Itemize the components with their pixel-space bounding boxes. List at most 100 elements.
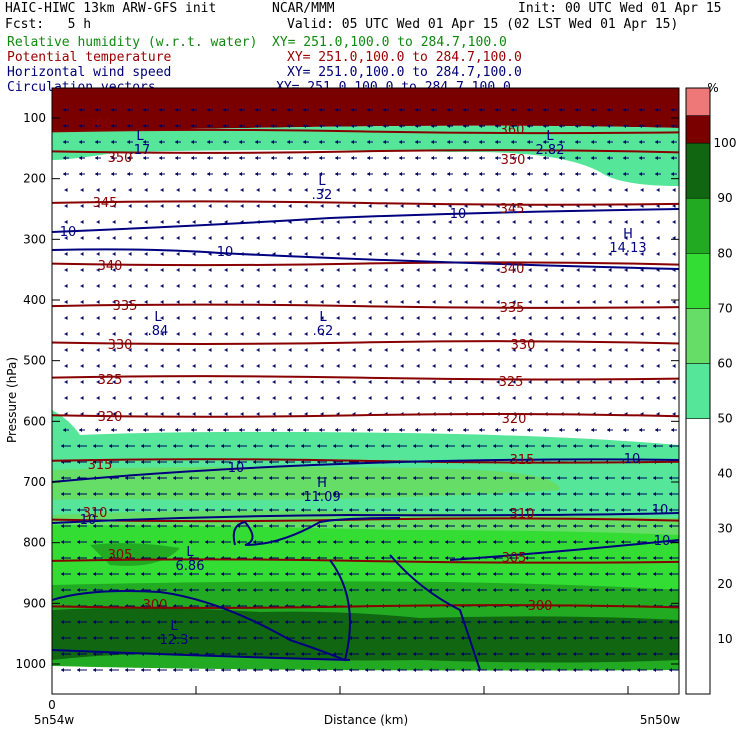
- theta-contour: [52, 412, 679, 418]
- wind-vector: [461, 508, 471, 512]
- wind-vector: [256, 236, 260, 240]
- wind-vector: [477, 508, 487, 512]
- wind-vector: [637, 572, 647, 576]
- wind-contour: [52, 559, 351, 662]
- wind-vector: [335, 140, 341, 144]
- wind-vector: [176, 380, 180, 384]
- wind-vector: [253, 508, 263, 512]
- wind-vector: [543, 140, 549, 144]
- wind-vector: [576, 380, 580, 384]
- wind-vector: [557, 588, 567, 592]
- theta-contour: [52, 200, 679, 206]
- wind-vector: [192, 220, 196, 224]
- wind-vector: [381, 508, 391, 512]
- wind-vector: [637, 476, 647, 480]
- wind-vector: [61, 444, 71, 448]
- wind-vector: [528, 348, 532, 352]
- wind-vector: [573, 492, 583, 496]
- wind-vector: [447, 124, 453, 128]
- wind-vector: [589, 588, 599, 592]
- wind-vector: [127, 124, 133, 128]
- wind-vector: [224, 380, 228, 384]
- wind-contour: [389, 554, 481, 671]
- wind-vector: [125, 524, 135, 528]
- wind-vector: [445, 652, 455, 656]
- wind-vector: [511, 108, 517, 112]
- wind-vector: [557, 556, 567, 560]
- wind-contour: [52, 458, 679, 483]
- wind-vector: [416, 220, 420, 224]
- wind-vector: [624, 252, 628, 256]
- wind-vector: [512, 252, 516, 256]
- wind-vector: [621, 540, 631, 544]
- wind-vector: [656, 348, 660, 352]
- wind-vector: [125, 572, 135, 576]
- theta-label: 315: [510, 453, 535, 468]
- wind-vector: [431, 108, 437, 112]
- wind-vector: [445, 476, 455, 480]
- wind-vector: [621, 668, 631, 672]
- wind-vector: [672, 396, 676, 400]
- wind-vector: [141, 476, 151, 480]
- wind-vector: [144, 316, 148, 320]
- wind-vector: [480, 364, 484, 368]
- wind-vector: [288, 204, 292, 208]
- wind-vector: [557, 636, 567, 640]
- wind-vector: [576, 220, 580, 224]
- wind-vector: [80, 348, 84, 352]
- wind-vector: [157, 636, 167, 640]
- wind-vector: [128, 380, 132, 384]
- wind-vector: [528, 188, 532, 192]
- wind-vector: [144, 236, 148, 240]
- wind-vector: [160, 220, 164, 224]
- wind-vector: [253, 444, 263, 448]
- wind-vector: [528, 252, 532, 256]
- wind-vector: [413, 556, 423, 560]
- wind-vector: [61, 652, 71, 656]
- wind-vector: [160, 284, 164, 288]
- wind-vector: [448, 236, 452, 240]
- axes: 100 200 300 400 500 600 700 800 900 1000: [15, 111, 679, 694]
- wind-vector: [317, 668, 327, 672]
- wind-vector: [333, 556, 343, 560]
- wind-vector: [429, 492, 439, 496]
- wind-vector: [77, 540, 87, 544]
- wind-vector: [368, 268, 372, 272]
- wind-vector: [141, 668, 151, 672]
- wind-vector: [624, 364, 628, 368]
- wind-vector: [461, 668, 471, 672]
- wind-vector: [189, 588, 199, 592]
- wind-vector: [368, 284, 372, 288]
- wind-vector: [383, 428, 389, 432]
- wind-vector: [544, 284, 548, 288]
- wind-vector: [320, 220, 324, 224]
- wind-vector: [141, 572, 151, 576]
- wind-vector: [272, 364, 276, 368]
- wind-vector: [240, 380, 244, 384]
- wind-vector: [64, 252, 68, 256]
- wind-vector: [189, 572, 199, 576]
- wind-contour: [449, 539, 679, 561]
- theta-label: 310: [510, 507, 535, 522]
- wind-vector: [589, 444, 599, 448]
- wind-vector: [64, 396, 68, 400]
- wind-vector: [240, 332, 244, 336]
- wind-vector: [397, 636, 407, 640]
- wind-vector: [80, 364, 84, 368]
- wind-vector: [176, 412, 180, 416]
- wind-vector: [544, 380, 548, 384]
- wind-vector: [224, 204, 228, 208]
- wind-vector: [589, 540, 599, 544]
- wind-vector: [143, 428, 149, 432]
- theta-contour: [52, 375, 679, 381]
- org-label: NCAR/MMM: [272, 1, 335, 16]
- wind-vector: [301, 508, 311, 512]
- wind-vector: [221, 524, 231, 528]
- wind-vector: [208, 364, 212, 368]
- wind-vector: [144, 204, 148, 208]
- wind-vector: [669, 476, 679, 480]
- wind-vector: [175, 172, 181, 176]
- wind-contour: [52, 649, 351, 661]
- wind-vector: [304, 412, 308, 416]
- wind-vector: [573, 668, 583, 672]
